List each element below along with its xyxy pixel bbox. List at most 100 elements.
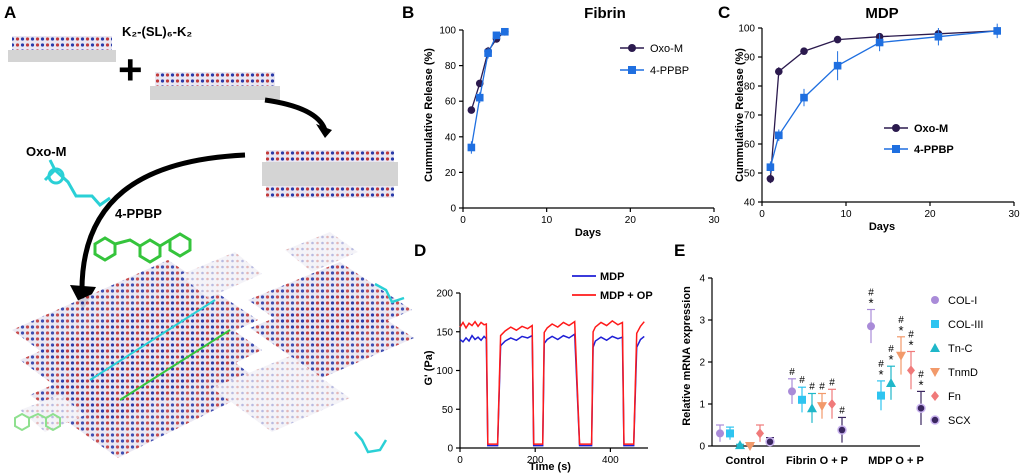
panel-c-plot xyxy=(761,23,1014,203)
c-point-4-ppbp xyxy=(875,38,884,47)
loading-arrow xyxy=(79,152,246,296)
e-legend-marker-scx xyxy=(930,415,940,425)
c-y-tick-label: 50 xyxy=(744,169,756,180)
panel-d-ticks: 0 200 400 0 50 100 150 200 xyxy=(436,289,619,467)
e-legend-marker-tn-c xyxy=(930,343,940,352)
e-significance-star: * xyxy=(918,377,923,392)
d-x-tick-label: 400 xyxy=(602,455,619,466)
e-point-fn xyxy=(828,399,836,409)
e-y-tick-label: 0 xyxy=(699,442,705,453)
e-point-tn-c xyxy=(886,378,896,387)
e-y-tick-label: 2 xyxy=(699,358,705,369)
panel-b-label: B xyxy=(402,3,414,22)
e-significance-mark: # xyxy=(898,315,904,326)
panel-c-label: C xyxy=(718,3,730,22)
e-significance-star: * xyxy=(888,352,893,367)
fiber-network-faded xyxy=(20,232,358,432)
b-point-4-ppbp xyxy=(467,143,476,152)
e-point-col-iii xyxy=(877,391,885,400)
e-legend-col-i: COL-I xyxy=(948,295,977,307)
e-y-tick-label: 3 xyxy=(699,316,705,327)
d-x-tick-label: 200 xyxy=(527,455,544,466)
e-point-tn-c xyxy=(807,403,817,413)
peptide-name: K₂-(SL)₆-K₂ xyxy=(122,24,192,39)
e-significance-star: * xyxy=(908,338,913,353)
b-y-tick-label: 0 xyxy=(450,204,456,215)
oxo-m-label: Oxo-M xyxy=(26,144,66,159)
e-significance-star: * xyxy=(878,367,883,382)
free-4-ppbp-molecule xyxy=(14,412,61,432)
panel-c-ylabel: Cummulative Release (%) xyxy=(734,48,746,182)
d-y-tick-label: 100 xyxy=(436,366,453,377)
panel-c-title: MDP xyxy=(865,5,898,22)
e-category-label: Fibrin O + P xyxy=(786,455,848,467)
e-significance-mark: # xyxy=(908,330,914,341)
b-point-4-ppbp xyxy=(484,49,492,57)
e-significance-mark: # xyxy=(829,377,835,388)
panel-b-legend: Oxo-M 4-PPBP xyxy=(620,43,689,77)
c-x-tick-label: 20 xyxy=(924,209,936,220)
c-y-tick-label: 100 xyxy=(738,24,755,35)
e-legend-tnmd: TnmD xyxy=(948,367,978,379)
e-point-col-i xyxy=(716,429,724,438)
b-y-tick-label: 20 xyxy=(445,168,457,179)
legend-c-4-ppbp-marker xyxy=(892,145,900,153)
panel-d-legend: MDP MDP + OP xyxy=(572,271,653,302)
panel-e-label: E xyxy=(674,241,685,260)
peptide-strand-1 xyxy=(8,36,116,62)
panel-b-xlabel: Days xyxy=(575,227,601,239)
b-point-4-ppbp xyxy=(501,27,509,36)
legend-c-4-ppbp: 4-PPBP xyxy=(914,144,954,156)
c-point-oxo-m xyxy=(766,175,775,183)
legend-b-oxo-m: Oxo-M xyxy=(650,43,683,55)
b-y-tick-label: 100 xyxy=(439,26,456,37)
e-legend-marker-col-iii xyxy=(931,320,939,328)
e-significance-mark: # xyxy=(789,367,795,378)
e-legend-fn: Fn xyxy=(948,391,961,403)
panel-e: E Relative mRNA expression 0 1 2 3 4 Control F… xyxy=(674,241,983,467)
d-y-tick-label: 200 xyxy=(436,289,453,300)
c-y-tick-label: 40 xyxy=(744,198,756,209)
panel-d-plot xyxy=(459,293,648,449)
e-significance-star: * xyxy=(868,296,873,311)
e-point-col-iii xyxy=(726,429,734,438)
c-point-4-ppbp xyxy=(934,32,943,41)
d-series-line-1 xyxy=(459,319,645,445)
e-significance-mark: # xyxy=(799,375,805,386)
e-legend-col-iii: COL-III xyxy=(948,319,983,331)
e-y-tick-label: 1 xyxy=(699,400,705,411)
c-x-tick-label: 10 xyxy=(840,209,852,220)
e-significance-mark: # xyxy=(918,369,924,380)
panel-b-plot xyxy=(462,27,714,209)
panel-b-ticks: 0 10 20 30 0 20 40 60 80 100 xyxy=(439,26,720,227)
legend-d-mdp-op: MDP + OP xyxy=(600,290,653,302)
panel-e-plot: ##*##*##*##*##*##* xyxy=(711,278,926,451)
d-y-tick-label: 0 xyxy=(447,444,453,455)
b-y-tick-label: 80 xyxy=(445,61,457,72)
panel-c-xlabel: Days xyxy=(869,221,895,233)
loading-arrow-head xyxy=(70,285,96,310)
b-point-oxo-m xyxy=(467,106,476,114)
b-x-tick-label: 30 xyxy=(708,215,720,226)
e-significance-mark: # xyxy=(819,382,825,393)
e-category-label: Control xyxy=(725,455,764,467)
d-y-tick-label: 50 xyxy=(442,405,454,416)
e-point-tnmd xyxy=(896,351,906,361)
e-significance-mark: # xyxy=(878,359,884,370)
e-point-tn-c xyxy=(735,440,745,450)
c-point-4-ppbp xyxy=(800,93,808,102)
c-point-4-ppbp xyxy=(833,61,842,70)
e-point-col-i xyxy=(867,322,875,331)
panel-a-label: A xyxy=(4,3,16,22)
4-ppbp-label: 4-PPBP xyxy=(115,206,162,221)
e-legend-marker-col-i xyxy=(931,296,939,304)
e-legend-tn-c: Tn-C xyxy=(948,343,973,355)
e-legend-marker-fn xyxy=(931,391,939,401)
e-significance-mark: # xyxy=(809,382,815,393)
fiber-network-main xyxy=(12,260,265,458)
peptide-bilayer xyxy=(262,150,398,198)
b-x-tick-label: 20 xyxy=(625,215,637,226)
panel-b-ylabel: Cummulative Release (%) xyxy=(423,48,435,182)
c-point-4-ppbp xyxy=(766,163,775,171)
